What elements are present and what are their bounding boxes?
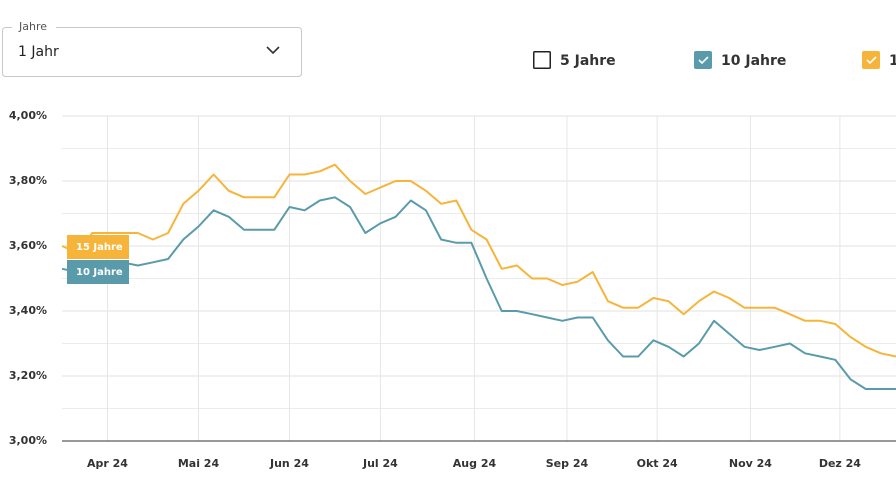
x-tick-label: Apr 24 — [87, 457, 128, 470]
dropdown-box[interactable] — [2, 27, 302, 77]
dropdown-label-bg — [12, 20, 56, 34]
checkmark — [866, 56, 877, 65]
y-tick-label: 3,60% — [9, 239, 47, 252]
y-tick-label: 3,40% — [9, 304, 47, 317]
chevron — [266, 46, 280, 55]
x-tick-label: Mai 24 — [178, 457, 220, 470]
toggle-label: 10 Jahre — [721, 53, 786, 69]
series-tag-label: 10 Jahre — [76, 267, 123, 278]
x-tick-label: Nov 24 — [729, 457, 772, 470]
x-tick-label: Aug 24 — [453, 457, 497, 470]
y-tick-label: 4,00% — [9, 109, 47, 122]
toggle-label: 15 Jahre — [889, 53, 896, 69]
x-tick-label: Jul 24 — [362, 457, 398, 470]
series-tag-label: 15 Jahre — [76, 242, 123, 253]
checkbox[interactable] — [862, 51, 880, 69]
x-tick-label: Sep 24 — [546, 457, 589, 470]
y-tick-label: 3,80% — [9, 174, 47, 187]
checkbox[interactable] — [694, 51, 712, 69]
x-tick-label: Jun 24 — [269, 457, 309, 470]
toggle[interactable]: 15 Jahre — [862, 51, 896, 69]
line — [61, 196, 896, 390]
x-tick-label: Dez 24 — [819, 457, 861, 470]
toggle-label: 5 Jahre — [560, 53, 616, 69]
checkmark — [698, 56, 709, 65]
x-tick-label: Okt 24 — [637, 457, 678, 470]
line — [61, 163, 896, 358]
toggle[interactable]: 10 Jahre — [694, 51, 786, 69]
series-tag — [67, 235, 129, 259]
dropdown[interactable]: Jahre 1 Jahr — [2, 20, 302, 77]
y-tick-label: 3,20% — [9, 369, 47, 382]
dropdown-label: Jahre — [18, 20, 47, 33]
checkbox[interactable] — [533, 51, 551, 69]
toggle[interactable]: 5 Jahre — [533, 51, 616, 69]
series-tag — [67, 260, 129, 284]
dropdown-value: 1 Jahr — [18, 44, 59, 60]
y-tick-label: 3,00% — [9, 434, 47, 447]
